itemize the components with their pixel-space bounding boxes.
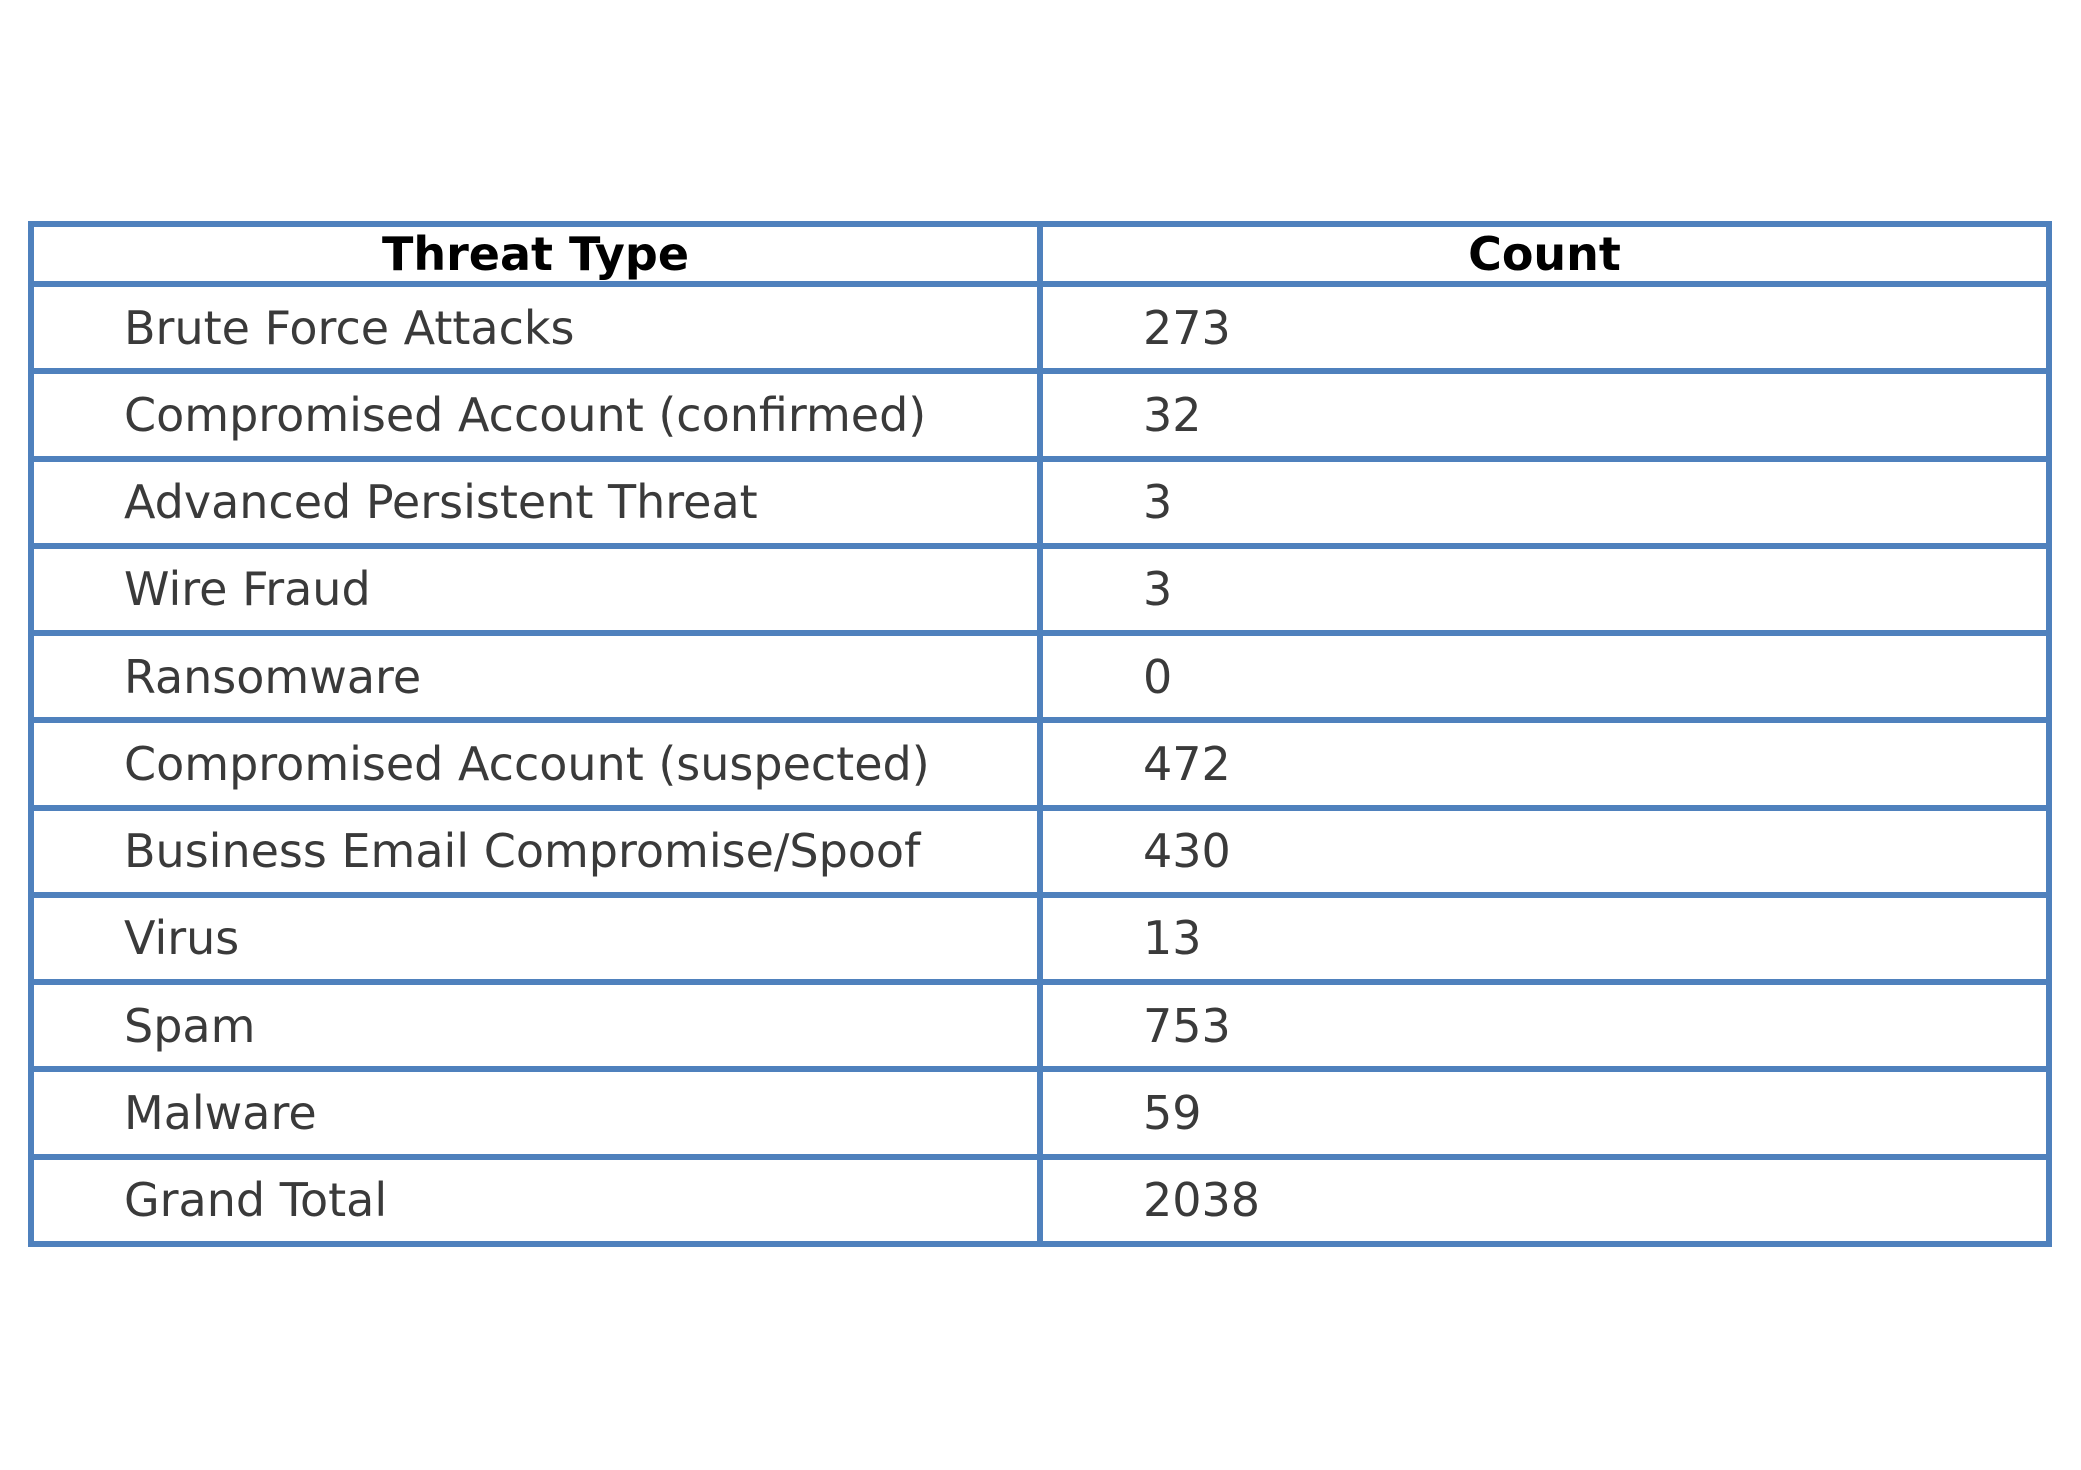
table-row: Wire Fraud 3 [28, 542, 2052, 637]
grand-total-value-cell: 2038 [1037, 1153, 2052, 1248]
table-row: Compromised Account (suspected) 472 [28, 717, 2052, 811]
table-row: Virus 13 [28, 891, 2052, 986]
count-cell: 3 [1037, 542, 2052, 637]
table-header-row: Threat Type Count [28, 221, 2052, 287]
count-cell: 753 [1037, 979, 2052, 1073]
threat-type-cell: Spam [28, 979, 1043, 1073]
threat-count-table: Threat Type Count Brute Force Attacks 27… [28, 221, 2052, 1248]
table-row grand-total-row: Grand Total 2038 [28, 1153, 2052, 1248]
count-cell: 472 [1037, 717, 2052, 811]
table-row: Brute Force Attacks 273 [28, 280, 2052, 375]
table-row: Compromised Account (confirmed) 32 [28, 368, 2052, 462]
threat-type-cell: Advanced Persistent Threat [28, 455, 1043, 549]
count-cell: 0 [1037, 630, 2052, 724]
threat-type-cell: Wire Fraud [28, 542, 1043, 637]
count-cell: 13 [1037, 891, 2052, 986]
grand-total-label-cell: Grand Total [28, 1153, 1043, 1248]
threat-type-cell: Business Email Compromise/Spoof [28, 804, 1043, 898]
threat-type-cell: Virus [28, 891, 1043, 986]
count-cell: 430 [1037, 804, 2052, 898]
threat-type-cell: Malware [28, 1066, 1043, 1160]
table-row: Business Email Compromise/Spoof 430 [28, 804, 2052, 898]
column-header-threat-type: Threat Type [28, 221, 1043, 287]
count-cell: 32 [1037, 368, 2052, 462]
count-cell: 3 [1037, 455, 2052, 549]
threat-type-cell: Brute Force Attacks [28, 280, 1043, 375]
table-row: Ransomware 0 [28, 630, 2052, 724]
table-row: Spam 753 [28, 979, 2052, 1073]
count-cell: 273 [1037, 280, 2052, 375]
count-cell: 59 [1037, 1066, 2052, 1160]
table-row: Advanced Persistent Threat 3 [28, 455, 2052, 549]
table-row: Malware 59 [28, 1066, 2052, 1160]
threat-type-cell: Compromised Account (suspected) [28, 717, 1043, 811]
threat-type-cell: Compromised Account (confirmed) [28, 368, 1043, 462]
threat-type-cell: Ransomware [28, 630, 1043, 724]
column-header-count: Count [1037, 221, 2052, 287]
